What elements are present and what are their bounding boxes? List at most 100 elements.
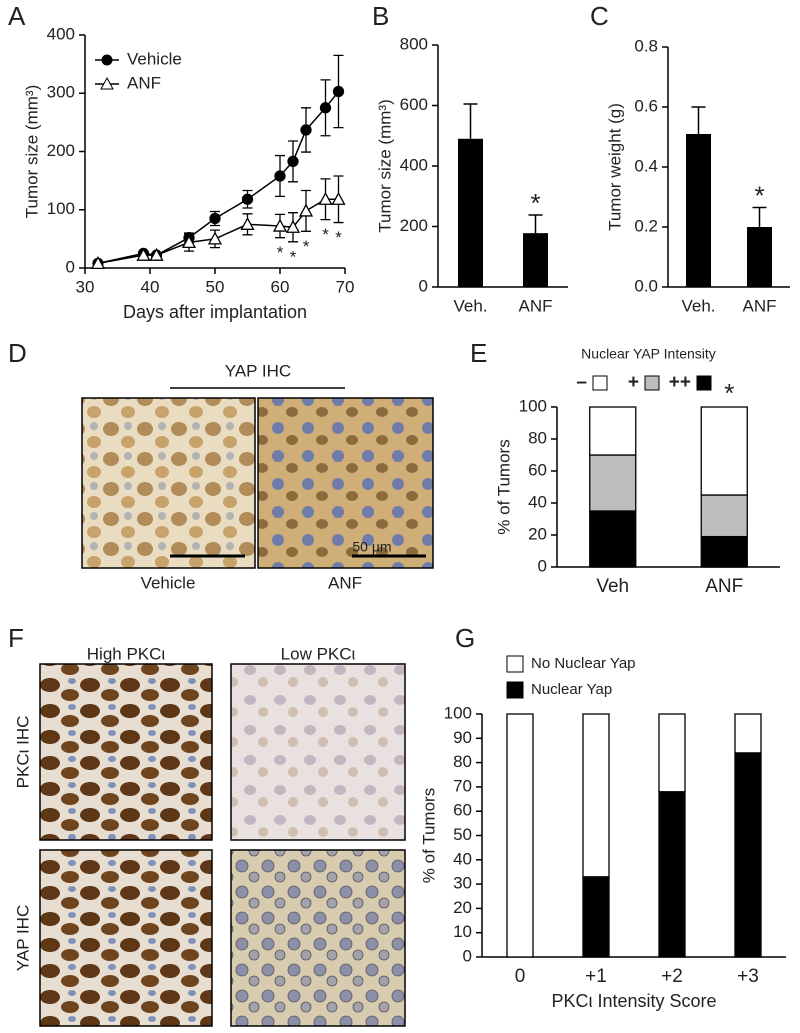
significance: * (290, 247, 297, 266)
marker (300, 124, 312, 136)
marker (285, 219, 301, 233)
x-tick-label: 0 (515, 966, 526, 987)
x-axis-label: Days after implantation (123, 302, 307, 322)
y-tick-label: 300 (47, 83, 75, 102)
legend-label: Vehicle (127, 49, 182, 68)
y-axis-label: Tumor size (mm³) (22, 85, 41, 218)
panel-label: A (8, 1, 26, 31)
bar (523, 233, 548, 287)
panel-label: G (455, 623, 475, 653)
significance: * (530, 188, 540, 218)
legend-marker (100, 76, 114, 90)
image-title: YAP IHC (225, 361, 291, 380)
y-axis-label: Tumor weight (g) (605, 103, 624, 231)
y-tick-label: 50 (453, 825, 472, 844)
x-tick-label: 50 (206, 277, 225, 296)
y-tick-label: 0 (419, 276, 428, 295)
y-tick-label: 80 (528, 428, 547, 447)
legend-label: ++ (669, 372, 691, 393)
image-caption: Vehicle (141, 573, 196, 592)
row-header: YAP IHC (13, 905, 32, 971)
y-tick-label: 10 (453, 922, 472, 941)
bar-segment (734, 713, 762, 754)
significance: * (754, 180, 764, 210)
significance: * (303, 237, 310, 256)
x-tick-label: 60 (271, 277, 290, 296)
marker (149, 247, 164, 261)
error-bar (691, 106, 706, 134)
y-tick-label: 40 (528, 492, 547, 511)
y-tick-label: 200 (47, 141, 75, 160)
ihc-image (230, 849, 406, 1027)
column-header: High PKCι (87, 644, 166, 663)
bar-segment (658, 713, 686, 793)
legend-title: Nuclear YAP Intensity (581, 346, 716, 362)
y-tick-label: 80 (453, 752, 472, 771)
error-bar (752, 206, 767, 227)
y-tick-label: 600 (400, 95, 428, 114)
x-tick-label: 70 (336, 277, 355, 296)
bar-segment (589, 510, 637, 568)
marker (209, 212, 221, 225)
marker (298, 203, 314, 217)
marker (287, 155, 299, 168)
marker (240, 216, 255, 230)
y-tick-label: 0.2 (634, 216, 658, 235)
y-axis-label: Tumor size (mm³) (375, 99, 394, 232)
error-bar (463, 103, 478, 139)
panel-label: D (8, 338, 27, 368)
column-header: Low PKCι (281, 644, 356, 663)
y-tick-label: 400 (400, 155, 428, 174)
y-tick-label: 20 (453, 898, 472, 917)
y-tick-label: 0 (463, 946, 472, 965)
marker (318, 191, 333, 205)
x-tick-label: +1 (585, 966, 607, 987)
y-tick-label: 70 (453, 776, 472, 795)
y-tick-label: 400 (47, 24, 75, 43)
bar-segment (700, 494, 748, 538)
panel-f: High PKCι Low PKCι PKCι IHC YAP IHC (13, 644, 406, 1027)
bar-segment (582, 876, 610, 958)
x-tick-label: ANF (705, 576, 743, 597)
legend-label: No Nuclear Yap (531, 655, 636, 672)
panel-d: YAP IHC 50 µm Vehicle ANF (81, 361, 434, 592)
y-tick-label: 0.4 (634, 156, 658, 175)
bar-segment (582, 713, 610, 878)
x-tick-label: Veh. (453, 296, 487, 315)
y-tick-label: 0 (66, 257, 75, 276)
significance: * (335, 228, 342, 247)
marker (332, 85, 345, 98)
legend-swatch (506, 681, 524, 699)
image-caption: ANF (328, 573, 362, 592)
significance: * (277, 243, 284, 262)
ihc-image (81, 397, 256, 569)
y-tick-label: 0.6 (634, 96, 658, 115)
legend-label: + (628, 372, 639, 393)
bar-segment (700, 535, 748, 568)
marker (241, 193, 254, 205)
x-tick-label: Veh. (681, 296, 715, 315)
significance: * (724, 378, 734, 408)
legend-swatch (506, 655, 524, 673)
ihc-image (230, 663, 406, 841)
legend-label: – (576, 372, 587, 393)
y-tick-label: 800 (400, 34, 428, 53)
significance: * (322, 225, 329, 244)
y-tick-label: 100 (519, 396, 547, 415)
bar (458, 138, 483, 287)
x-tick-label: 40 (141, 277, 160, 296)
legend-label: Nuclear Yap (531, 681, 612, 698)
row-header: PKCι IHC (13, 716, 32, 789)
marker (90, 255, 106, 269)
marker (274, 170, 286, 182)
y-axis-label: % of Tumors (494, 439, 513, 534)
ihc-image (257, 397, 434, 569)
bar-segment (589, 406, 637, 456)
y-tick-label: 60 (528, 460, 547, 479)
legend-marker (101, 54, 113, 66)
marker (181, 235, 197, 249)
y-tick-label: 0.0 (634, 276, 658, 295)
panel-label: F (8, 623, 24, 653)
x-tick-label: +2 (661, 966, 683, 987)
